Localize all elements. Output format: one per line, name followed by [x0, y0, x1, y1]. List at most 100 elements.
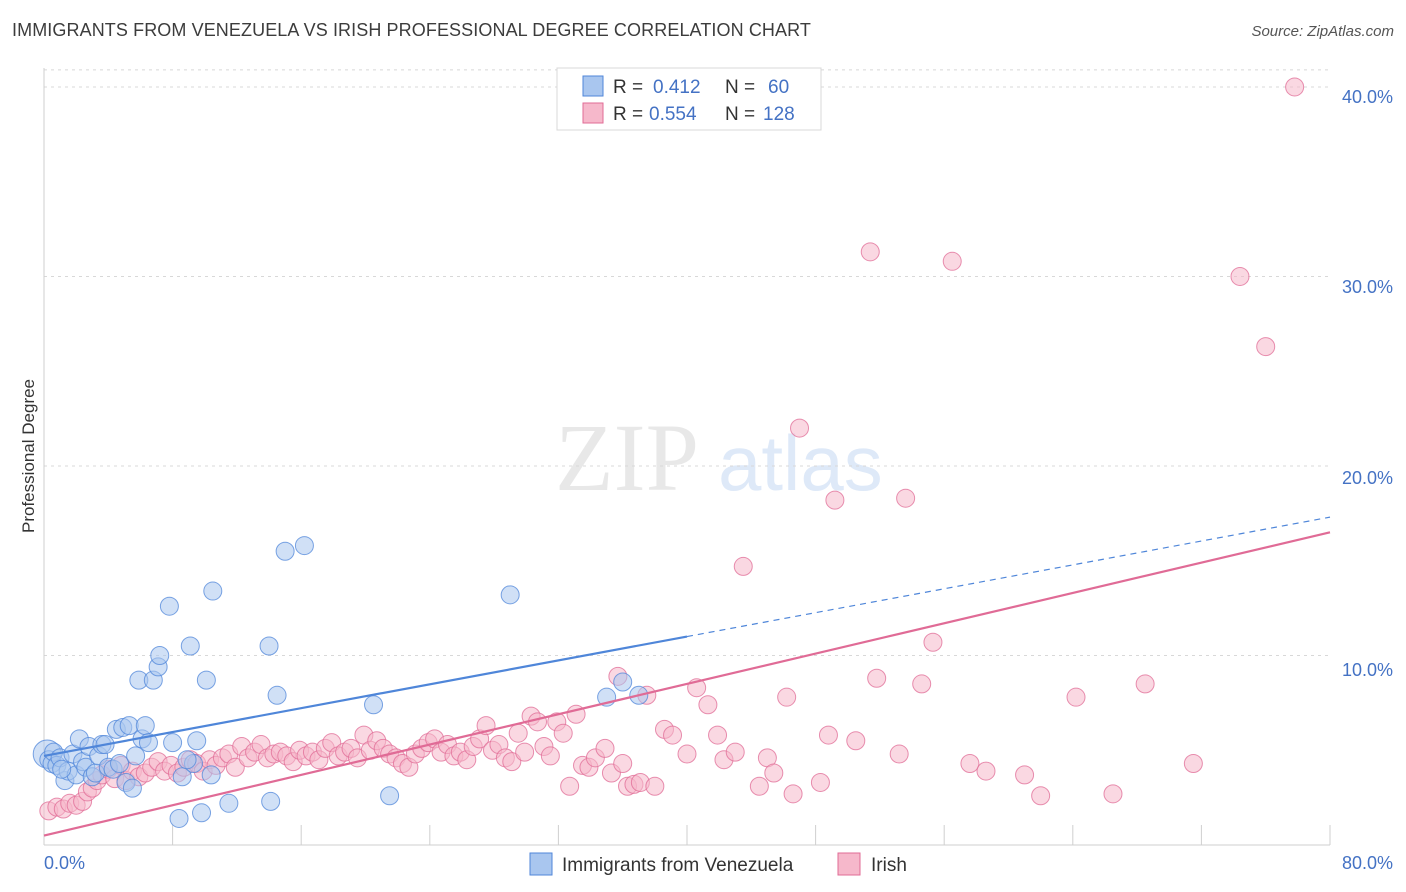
irish-point — [225, 757, 245, 777]
venezuela-point — [177, 750, 197, 770]
source-label: Source: ZipAtlas.com — [1251, 23, 1394, 40]
venezuela-point — [119, 716, 139, 736]
venezuela-point — [275, 541, 295, 561]
irish-point — [508, 723, 528, 743]
y-tick-label: 20.0% — [1342, 468, 1393, 488]
irish-point — [1031, 786, 1051, 806]
venezuela-point — [294, 536, 314, 556]
venezuela-point — [201, 765, 221, 785]
venezuela-trend-line — [43, 635, 688, 758]
irish-point — [846, 731, 866, 751]
irish-point — [502, 752, 522, 772]
irish-point — [1135, 674, 1155, 694]
y-tick-label: 40.0% — [1342, 87, 1393, 107]
venezuela-point — [126, 746, 146, 766]
y-tick-label: 30.0% — [1342, 277, 1393, 297]
irish-point — [1285, 77, 1305, 97]
venezuela-point — [267, 685, 287, 705]
irish-point — [1066, 687, 1086, 707]
venezuela-point — [380, 786, 400, 806]
irish-point — [595, 738, 615, 758]
irish-point — [749, 776, 769, 796]
irish-point — [976, 761, 996, 781]
venezuela-point — [169, 808, 189, 828]
venezuela-point — [52, 759, 72, 779]
irish-point — [663, 725, 683, 745]
irish-point — [560, 776, 580, 796]
irish-point — [613, 754, 633, 774]
correlation-legend: R = 0.412 N = 60 R = 0.554 N = 128 — [556, 67, 822, 131]
venezuela-trend-extension — [686, 516, 1331, 638]
legend-swatch-blue — [582, 75, 604, 97]
irish-point — [1015, 765, 1035, 785]
venezuela-point — [187, 731, 207, 751]
watermark-zip: ZIP — [555, 404, 699, 511]
legend-r-value: 0.554 — [649, 104, 697, 125]
irish-point — [764, 763, 784, 783]
irish-point — [725, 742, 745, 762]
venezuela-point — [219, 793, 239, 813]
venezuela-point — [122, 778, 142, 798]
series-legend-swatch-blue — [529, 852, 553, 876]
irish-point — [553, 723, 573, 743]
y-tick-label: 10.0% — [1342, 660, 1393, 680]
irish-point — [677, 744, 697, 764]
irish-point — [733, 556, 753, 576]
irish-point — [515, 742, 535, 762]
venezuela-point — [192, 803, 212, 823]
venezuela-point — [180, 636, 200, 656]
irish-point — [783, 784, 803, 804]
irish-point — [912, 674, 932, 694]
venezuela-point — [110, 754, 130, 774]
irish-point — [1103, 784, 1123, 804]
irish-point — [1230, 266, 1250, 286]
chart-title: IMMIGRANTS FROM VENEZUELA VS IRISH PROFE… — [12, 20, 811, 40]
series-legend-swatch-pink — [837, 852, 861, 876]
legend-r-value: 0.412 — [653, 77, 701, 98]
irish-point — [889, 744, 909, 764]
irish-point — [790, 418, 810, 438]
x-tick-label: 80.0% — [1342, 853, 1393, 873]
venezuela-point — [203, 581, 223, 601]
legend-n-value: 128 — [763, 104, 795, 125]
irish-point — [942, 251, 962, 271]
irish-point — [645, 776, 665, 796]
irish-point — [810, 772, 830, 792]
irish-point — [867, 668, 887, 688]
series-legend-label: Immigrants from Venezuela — [562, 855, 794, 876]
irish-point — [528, 712, 548, 732]
axes — [43, 68, 1331, 846]
venezuela-point — [500, 585, 520, 605]
watermark: ZIP atlas — [555, 404, 883, 511]
trend-lines — [43, 516, 1331, 837]
legend-r-label: R = — [613, 77, 643, 98]
irish-point — [708, 725, 728, 745]
irish-point — [825, 490, 845, 510]
legend-n-value: 60 — [768, 77, 789, 98]
venezuela-point — [364, 695, 384, 715]
venezuela-point — [613, 672, 633, 692]
venezuela-point — [150, 645, 170, 665]
venezuela-point — [163, 733, 183, 753]
x-tick-label: 0.0% — [44, 853, 85, 873]
irish-trend-line — [43, 531, 1331, 837]
irish-point — [698, 695, 718, 715]
venezuela-point — [196, 670, 216, 690]
irish-point — [923, 632, 943, 652]
venezuela-point — [261, 791, 281, 811]
irish-point — [960, 754, 980, 774]
legend-swatch-pink — [582, 102, 604, 124]
irish-point — [1256, 337, 1276, 357]
irish-point — [540, 746, 560, 766]
series-legend-label: Irish — [871, 855, 907, 876]
venezuela-point — [135, 716, 155, 736]
venezuela-point — [259, 636, 279, 656]
grid-lines — [44, 69, 1330, 656]
irish-point — [860, 242, 880, 262]
venezuela-points — [32, 536, 649, 828]
irish-point — [1183, 754, 1203, 774]
venezuela-point — [159, 596, 179, 616]
legend-n-label: N = — [725, 104, 755, 125]
series-legend: Immigrants from Venezuela Irish — [529, 852, 907, 876]
